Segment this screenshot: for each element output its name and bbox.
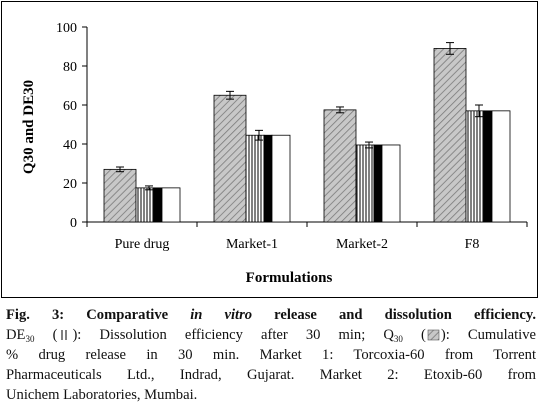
bars	[103, 42, 511, 223]
y-tick-label: 20	[63, 177, 77, 192]
chart-frame: 0 20 40 60 80 100 Pure drug Market-1 Market-2 F8 …	[1, 1, 538, 298]
caption-title-rest: release and dissolution efficiency.	[252, 307, 536, 323]
caption-line-5: Unichem Laboratories, Mumbai.	[6, 387, 198, 403]
y-tick-label: 100	[56, 21, 77, 36]
x-tick-label: Pure drug	[115, 237, 170, 252]
y-tick-label: 0	[70, 216, 77, 231]
bar	[213, 94, 247, 223]
caption-de: DE	[6, 327, 26, 343]
bar	[355, 144, 375, 223]
x-tick-label: Market-2	[336, 237, 388, 252]
caption-line-3: % drug release in 30 min. Market 1: Torc…	[6, 347, 536, 363]
caption-italic: in vitro	[190, 307, 253, 323]
bar	[465, 110, 485, 223]
x-axis-label: Formulations	[246, 270, 333, 286]
bar	[263, 134, 273, 223]
x-tick-label: Market-1	[226, 237, 278, 252]
bar	[483, 110, 493, 223]
bar	[323, 109, 357, 223]
caption-line-2: DE30 (): Dissolution efficiency after 30…	[6, 327, 536, 344]
bar	[433, 48, 467, 223]
caption-de-sub: 30	[25, 334, 35, 344]
y-tick-label: 60	[63, 99, 77, 114]
bar	[103, 168, 137, 223]
caption-de-desc: ): Dissolution efficiency after 30 min; …	[72, 327, 394, 343]
x-tick-label: F8	[465, 237, 480, 252]
vertical-lines-legend-swatch-icon	[61, 330, 67, 340]
axis-labels: Q30 and DE30 Formulations	[21, 80, 332, 286]
caption-fig-label: Fig. 3: Comparative	[6, 307, 191, 323]
bar	[153, 187, 163, 223]
bar	[373, 144, 383, 223]
bar	[491, 110, 511, 223]
bar	[381, 144, 401, 223]
y-tick-label: 40	[63, 138, 77, 153]
caption-q-desc: ): Cumulative	[440, 327, 536, 343]
y-axis-label: Q30 and DE30	[21, 80, 37, 174]
y-tick-label: 80	[63, 60, 77, 75]
bar	[161, 187, 181, 223]
caption-q-sub: 30	[393, 334, 403, 344]
axes: 0 20 40 60 80 100 Pure drug Market-1 Market-2 F8	[56, 21, 528, 252]
caption-line-4: Pharmaceuticals Ltd., Indrad, Gujarat. M…	[6, 367, 536, 383]
hatched-legend-swatch-icon	[427, 329, 440, 341]
bar	[245, 134, 265, 223]
bar	[271, 134, 291, 223]
caption-line-1: Fig. 3: Comparative in vitro release and…	[6, 305, 536, 325]
bar	[135, 187, 155, 223]
figure-caption: Fig. 3: Comparative in vitro release and…	[6, 305, 536, 405]
